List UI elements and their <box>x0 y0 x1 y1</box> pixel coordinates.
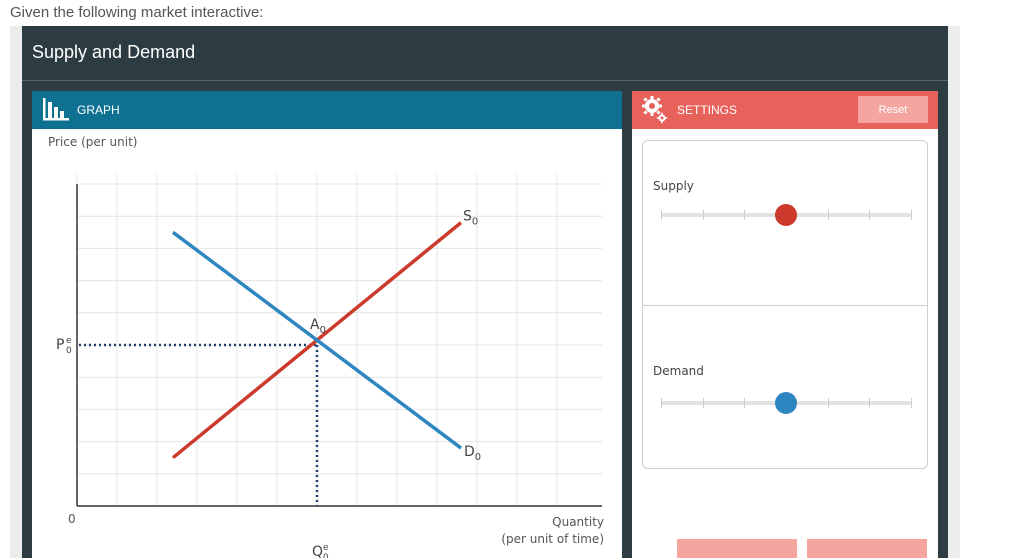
price-label-sup: e <box>66 336 72 346</box>
widget-title: Supply and Demand <box>32 42 196 62</box>
quantity-label-sup: e <box>323 543 329 553</box>
slider-divider <box>643 305 927 306</box>
quantity-label-main: Q <box>312 544 323 558</box>
bottom-action-button-2[interactable] <box>807 539 927 558</box>
supply-slider-label: Supply <box>653 179 694 193</box>
graph-header: GRAPH <box>32 91 622 129</box>
graph-tab-label: GRAPH <box>77 103 120 117</box>
slider-tick <box>744 210 746 220</box>
supply-label-main: S <box>463 209 472 225</box>
slider-tick <box>869 210 871 220</box>
slider-tick <box>702 398 704 408</box>
equilibrium-price-label: P e 0 <box>56 336 72 356</box>
equilibrium-quantity-label: Q e 0 <box>312 543 329 558</box>
demand-curve-label: D0 <box>464 444 481 463</box>
slider-group: Supply Demand <box>642 140 928 469</box>
slider-tick <box>661 210 662 220</box>
quantity-label-sub: 0 <box>323 553 329 558</box>
price-label-sub: 0 <box>66 346 72 356</box>
title-divider <box>22 80 948 81</box>
slider-tick <box>744 398 746 408</box>
bar-chart-icon <box>42 98 70 126</box>
demand-label-main: D <box>464 444 475 460</box>
bottom-action-button-1[interactable] <box>677 539 797 558</box>
slider-tick <box>869 398 871 408</box>
demand-slider[interactable] <box>661 392 912 414</box>
gear-icon <box>640 95 670 129</box>
settings-tab-label: SETTINGS <box>677 103 738 117</box>
demand-curve[interactable] <box>171 230 463 450</box>
page-gutter-left <box>10 26 22 558</box>
demand-slider-thumb[interactable] <box>775 392 797 414</box>
slider-tick <box>911 210 912 220</box>
grid <box>76 174 602 507</box>
slider-tick <box>661 398 662 408</box>
slider-tick <box>827 210 829 220</box>
intro-text: Given the following market interactive: <box>10 4 264 21</box>
price-label-main: P <box>56 337 64 353</box>
y-axis-label: Price (per unit) <box>48 135 137 149</box>
eq-label-sub: 0 <box>320 325 326 336</box>
market-interactive-widget: Supply and Demand GRAPH Price (per unit)… <box>22 26 948 558</box>
x-axis-label-line1: Quantity <box>552 515 604 529</box>
settings-header: SETTINGS Reset <box>632 91 938 129</box>
origin-label: 0 <box>68 512 76 526</box>
demand-slider-label: Demand <box>653 364 704 378</box>
eq-label-main: A <box>310 317 320 333</box>
slider-tick <box>702 210 704 220</box>
page-gutter-right <box>948 26 960 558</box>
supply-slider[interactable] <box>661 204 912 226</box>
supply-demand-graph[interactable]: Price (per unit) 0 Quantity (per unit of… <box>32 129 622 558</box>
slider-tick <box>911 398 912 408</box>
x-axis-label-line2: (per unit of time) <box>501 532 604 546</box>
supply-curve-label: S0 <box>463 209 478 228</box>
equilibrium-point-label: A0 <box>310 317 326 336</box>
supply-slider-thumb[interactable] <box>775 204 797 226</box>
supply-label-sub: 0 <box>472 217 478 228</box>
settings-panel: SETTINGS Reset Supply Demand <box>632 91 938 558</box>
reset-button[interactable]: Reset <box>858 96 928 123</box>
demand-label-sub: 0 <box>475 452 481 463</box>
slider-tick <box>827 398 829 408</box>
graph-panel: GRAPH Price (per unit) 0 Quantity (per u… <box>32 91 622 558</box>
